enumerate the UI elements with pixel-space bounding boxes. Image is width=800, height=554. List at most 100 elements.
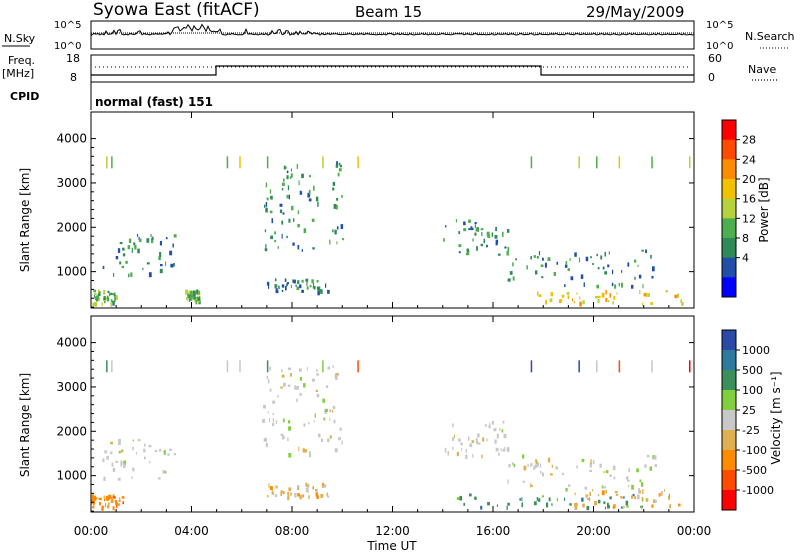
echo-cell <box>119 242 123 245</box>
echo-cell <box>616 292 618 295</box>
echo-cell <box>306 286 309 290</box>
echo-cell <box>272 400 276 404</box>
echo-cell <box>495 447 499 452</box>
echo-cell <box>456 497 460 500</box>
echo-cell <box>294 493 297 498</box>
echo-cell <box>621 282 623 288</box>
echo-cell <box>507 479 509 484</box>
velocity-colorbar-swatch <box>722 390 736 411</box>
echo-cell <box>91 494 94 500</box>
echo-cell <box>94 295 96 299</box>
echo-cell <box>320 289 323 294</box>
echo-cell <box>91 499 94 504</box>
echo-cell <box>506 447 510 452</box>
echo-cell <box>628 468 631 473</box>
echo-cell <box>107 504 110 509</box>
echo-cell <box>101 302 103 307</box>
power-colorbar-swatch <box>722 277 736 298</box>
echo-cell <box>481 454 483 459</box>
power-colorbar-frame <box>721 119 737 298</box>
echo-cell <box>472 238 474 242</box>
power-colorbar-swatch <box>722 179 736 200</box>
echo-cell <box>521 497 523 502</box>
echo-cell <box>159 241 162 246</box>
echo-cell <box>110 302 112 307</box>
echo-cell <box>676 293 680 298</box>
echo-cell <box>316 373 320 376</box>
echo-cell <box>262 418 265 424</box>
echo-cell <box>274 231 276 235</box>
echo-cell <box>581 497 584 502</box>
power-colorbar-tick-label: 24 <box>742 153 756 166</box>
echo-cell <box>286 170 289 174</box>
echo-cell <box>279 209 283 214</box>
power-colorbar-label: Power [dB] <box>757 177 771 242</box>
echo-cell <box>274 494 278 498</box>
echo-cell <box>612 269 614 275</box>
echo-cell <box>567 295 570 299</box>
echo-cell <box>188 298 191 302</box>
echo-cell <box>603 471 605 474</box>
echo-cell <box>281 284 285 288</box>
echo-cell <box>268 483 270 489</box>
velocity-y-axis: 4000 3000 2000 1000 <box>56 336 694 512</box>
echo-cell <box>579 301 582 307</box>
echo-cell <box>590 459 592 465</box>
echo-cell <box>605 470 609 474</box>
echo-cell <box>169 448 172 451</box>
echo-cell <box>504 446 506 451</box>
echo-cell <box>165 237 168 240</box>
velocity-colorbar: 1000 500 100 25 -25 -100 -500 -1000 <box>721 329 774 511</box>
echo-cell <box>117 248 121 253</box>
echo-cell <box>559 299 563 303</box>
echo-cell <box>288 426 291 431</box>
echo-cell <box>323 417 326 421</box>
echo-cell <box>132 446 134 451</box>
echo-cell <box>320 438 323 442</box>
echo-cell <box>195 299 198 305</box>
echo-cell <box>297 280 300 285</box>
echo-cell <box>626 505 629 508</box>
echo-cell <box>494 439 497 444</box>
power-panel-frame <box>90 111 695 309</box>
echo-cell <box>94 301 98 307</box>
echo-cell <box>288 487 292 491</box>
echo-cell <box>594 501 597 506</box>
echo-streak <box>266 156 269 169</box>
echo-cell <box>297 245 300 250</box>
echo-cell <box>272 418 274 423</box>
echo-cell <box>288 218 291 223</box>
cpid-label: CPID <box>10 90 39 103</box>
echo-streak <box>357 156 359 169</box>
echo-cell <box>641 482 644 487</box>
echo-cell <box>611 282 614 287</box>
power-colorbar-tick-label: 20 <box>742 173 756 186</box>
echo-cell <box>576 465 578 469</box>
echo-cell <box>466 249 470 255</box>
echo-cell <box>318 433 321 438</box>
echo-cell <box>299 494 302 500</box>
echo-cell <box>334 448 338 453</box>
echo-cell <box>303 228 307 234</box>
echo-cell <box>287 185 289 191</box>
echo-cell <box>290 168 292 172</box>
echo-cell <box>612 465 616 471</box>
echo-cell <box>487 502 490 506</box>
echo-cell <box>281 233 283 239</box>
time-tick-label: 04:00 <box>174 524 209 538</box>
echo-cell <box>641 249 644 252</box>
nsky-trace <box>90 23 694 37</box>
echo-cell <box>146 238 150 243</box>
echo-cell <box>527 464 529 468</box>
echo-streak <box>688 156 691 169</box>
echo-cell <box>599 463 602 468</box>
echo-cell <box>574 505 578 510</box>
echo-cell <box>511 462 514 466</box>
echo-cell <box>480 505 483 510</box>
echo-cell <box>650 254 652 259</box>
echo-cell <box>137 234 139 237</box>
echo-cell <box>463 221 466 226</box>
echo-cell <box>504 246 507 249</box>
echo-cell <box>596 253 598 257</box>
echo-cell <box>545 299 547 305</box>
